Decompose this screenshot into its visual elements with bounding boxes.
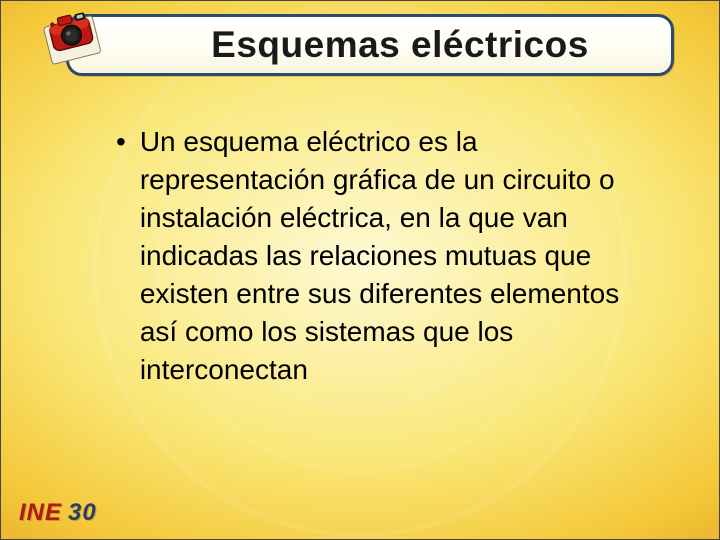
title-container: Esquemas eléctricos xyxy=(66,14,674,76)
slide: Esquemas eléctricos xyxy=(0,0,720,540)
bullet-marker: • xyxy=(116,123,126,161)
slide-title: Esquemas eléctricos xyxy=(151,24,589,66)
body-content: • Un esquema eléctrico es la representac… xyxy=(116,123,646,389)
footer-ine-text: INE xyxy=(19,499,62,527)
camera-icon xyxy=(37,3,107,67)
footer-num-text: 30 xyxy=(68,499,97,527)
bullet-item: • Un esquema eléctrico es la representac… xyxy=(116,123,646,389)
footer-logo: INE 30 xyxy=(19,499,97,527)
bullet-text: Un esquema eléctrico es la representació… xyxy=(140,123,646,389)
